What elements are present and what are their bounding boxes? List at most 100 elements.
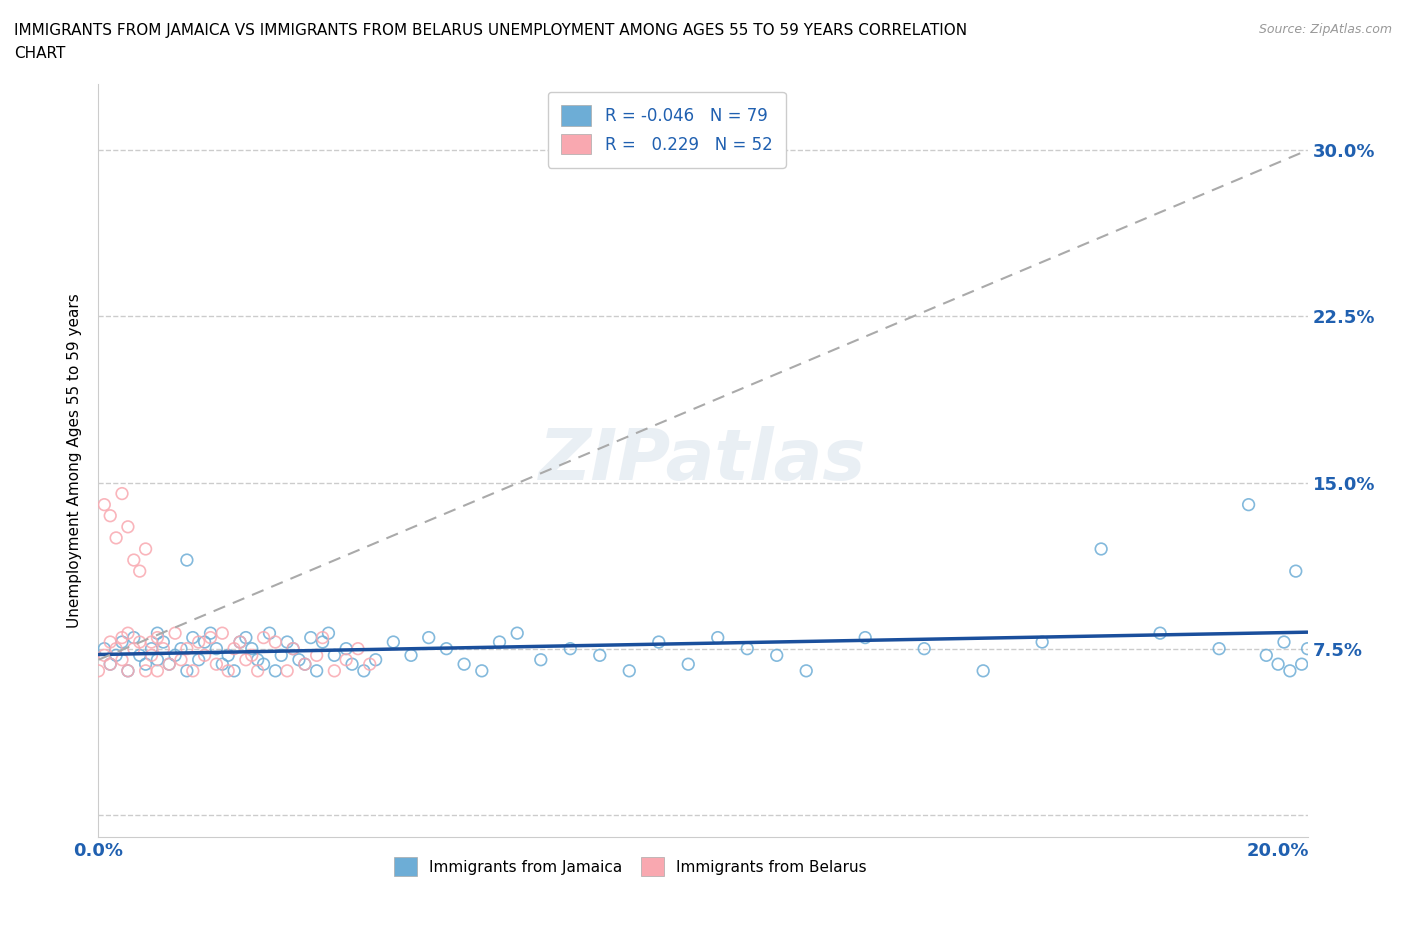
Point <box>217 648 239 663</box>
Point <box>311 634 333 649</box>
Point <box>93 642 115 657</box>
Point <box>294 657 316 671</box>
Point <box>200 626 222 641</box>
Point <box>399 648 422 663</box>
Point <box>276 634 298 649</box>
Point <box>181 631 204 645</box>
Point <box>176 642 198 657</box>
Point <box>240 648 263 663</box>
Point <box>323 663 346 678</box>
Point <box>340 657 363 671</box>
Point <box>135 663 157 678</box>
Point <box>187 634 209 649</box>
Point <box>299 631 322 645</box>
Point <box>98 657 121 671</box>
Point <box>128 634 150 649</box>
Point <box>735 642 758 657</box>
Point <box>128 564 150 578</box>
Point <box>165 626 187 641</box>
Point <box>194 648 217 663</box>
Point <box>235 652 257 667</box>
Point <box>98 657 121 671</box>
Point <box>359 657 381 671</box>
Point <box>187 652 209 667</box>
Point <box>222 642 245 657</box>
Point <box>135 541 157 556</box>
Point <box>912 642 935 657</box>
Point <box>252 657 274 671</box>
Point <box>170 652 193 667</box>
Point <box>264 634 287 649</box>
Point <box>1090 541 1112 556</box>
Point <box>530 652 553 667</box>
Point <box>335 652 357 667</box>
Point <box>382 634 405 649</box>
Point <box>205 642 228 657</box>
Point <box>648 634 671 649</box>
Point <box>217 663 239 678</box>
Point <box>318 626 340 641</box>
Point <box>305 648 328 663</box>
Point <box>706 631 728 645</box>
Point <box>678 657 700 671</box>
Point <box>146 663 169 678</box>
Point <box>165 648 187 663</box>
Point <box>93 648 115 663</box>
Point <box>146 626 169 641</box>
Point <box>270 648 292 663</box>
Point <box>1296 642 1319 657</box>
Point <box>294 657 316 671</box>
Point <box>347 642 370 657</box>
Point <box>471 663 494 678</box>
Point <box>281 642 304 657</box>
Point <box>972 663 994 678</box>
Point <box>246 663 269 678</box>
Point <box>1278 663 1301 678</box>
Point <box>1149 626 1171 641</box>
Point <box>353 663 375 678</box>
Point <box>1272 634 1295 649</box>
Point <box>152 642 174 657</box>
Point <box>98 509 121 524</box>
Point <box>589 648 612 663</box>
Point <box>853 631 876 645</box>
Point <box>1237 498 1260 512</box>
Point <box>323 648 346 663</box>
Point <box>141 634 163 649</box>
Point <box>1208 642 1230 657</box>
Point <box>122 631 145 645</box>
Point <box>117 663 139 678</box>
Point <box>117 519 139 534</box>
Point <box>264 663 287 678</box>
Point <box>128 648 150 663</box>
Point <box>93 498 115 512</box>
Point <box>141 648 163 663</box>
Point <box>281 642 304 657</box>
Point <box>105 648 128 663</box>
Point <box>146 631 169 645</box>
Text: ZIPatlas: ZIPatlas <box>540 426 866 495</box>
Point <box>111 634 134 649</box>
Point <box>794 663 817 678</box>
Point <box>765 648 787 663</box>
Point <box>1267 657 1289 671</box>
Point <box>240 642 263 657</box>
Point <box>170 642 193 657</box>
Point <box>87 663 110 678</box>
Y-axis label: Unemployment Among Ages 55 to 59 years: Unemployment Among Ages 55 to 59 years <box>67 293 83 628</box>
Point <box>146 652 169 667</box>
Text: CHART: CHART <box>14 46 66 61</box>
Point <box>111 631 134 645</box>
Text: IMMIGRANTS FROM JAMAICA VS IMMIGRANTS FROM BELARUS UNEMPLOYMENT AMONG AGES 55 TO: IMMIGRANTS FROM JAMAICA VS IMMIGRANTS FR… <box>14 23 967 38</box>
Point <box>560 642 582 657</box>
Point <box>229 634 252 649</box>
Point <box>157 657 180 671</box>
Point <box>246 652 269 667</box>
Point <box>152 634 174 649</box>
Point <box>135 657 157 671</box>
Point <box>1285 564 1308 578</box>
Point <box>111 486 134 501</box>
Point <box>436 642 458 657</box>
Point <box>157 657 180 671</box>
Point <box>122 552 145 567</box>
